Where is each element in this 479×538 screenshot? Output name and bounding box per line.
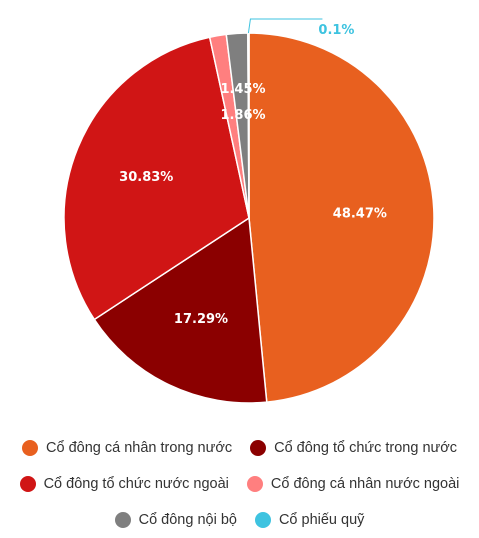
legend-item-to-chuc-nuoc-ngoai[interactable]: Cổ đông tổ chức nước ngoài xyxy=(19,476,229,492)
legend-label: Cổ đông cá nhân trong nước xyxy=(46,440,233,456)
pie-slice[interactable] xyxy=(93,216,268,404)
legend-label: Cổ phiếu quỹ xyxy=(278,512,365,528)
legend-swatch xyxy=(19,476,36,492)
legend-row-1: Cổ đông cá nhân trong nước Cổ đông tổ ch… xyxy=(0,430,479,466)
legend-item-ca-nhan-trong-nuoc[interactable]: Cổ đông cá nhân trong nước xyxy=(22,440,232,456)
legend-label: Cổ đông nội bộ xyxy=(138,512,237,528)
pie-slice[interactable] xyxy=(248,32,435,403)
pie-slice[interactable] xyxy=(63,36,250,321)
slice-value-label: 1.45% xyxy=(220,82,265,97)
callout-line xyxy=(247,18,323,34)
legend: Cổ đông cá nhân trong nước Cổ đông tổ ch… xyxy=(0,430,479,538)
slice-value-label: 30.83% xyxy=(119,170,173,185)
legend-label: Cổ đông tổ chức nước ngoài xyxy=(43,476,229,492)
legend-item-ca-nhan-nuoc-ngoai[interactable]: Cổ đông cá nhân nước ngoài xyxy=(246,476,460,492)
pie-slice[interactable] xyxy=(247,32,250,219)
legend-swatch xyxy=(246,476,263,492)
slice-value-label: 17.29% xyxy=(174,312,228,327)
slice-value-label: 0.1% xyxy=(318,23,354,38)
slice-value-label: 48.47% xyxy=(333,207,387,222)
pie-slices xyxy=(63,32,435,404)
slice-value-label: 1.86% xyxy=(220,108,265,123)
legend-row-2: Cổ đông tổ chức nước ngoài Cổ đông cá nh… xyxy=(0,466,479,502)
legend-item-co-phieu-quy[interactable]: Cổ phiếu quỹ xyxy=(254,512,365,528)
pie-labels: 48.47% 17.29% 30.83% 1.45% 1.86% 0.1% xyxy=(119,18,387,327)
legend-swatch xyxy=(114,512,131,528)
legend-label: Cổ đông tổ chức trong nước xyxy=(274,440,457,456)
legend-swatch xyxy=(22,440,38,456)
legend-item-noi-bo[interactable]: Cổ đông nội bộ xyxy=(114,512,237,528)
legend-swatch xyxy=(254,512,271,528)
legend-row-3: Cổ đông nội bộ Cổ phiếu quỹ xyxy=(0,502,479,538)
legend-swatch xyxy=(250,440,267,456)
legend-item-to-chuc-trong-nuoc[interactable]: Cổ đông tổ chức trong nước xyxy=(250,440,457,456)
pie-chart: 48.47% 17.29% 30.83% 1.45% 1.86% 0.1% xyxy=(63,18,435,404)
legend-label: Cổ đông cá nhân nước ngoài xyxy=(270,476,460,492)
